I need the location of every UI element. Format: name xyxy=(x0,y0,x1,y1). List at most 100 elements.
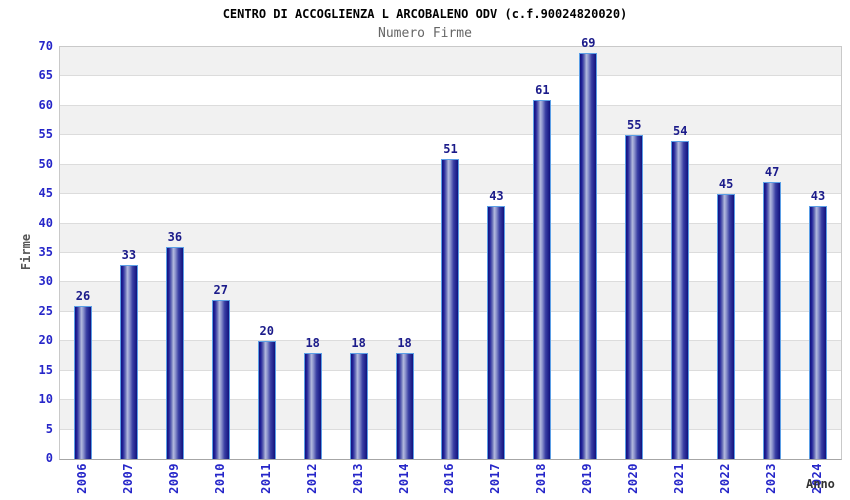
x-tick-label-text: 2007 xyxy=(120,463,135,494)
bar-value-label: 33 xyxy=(121,247,137,262)
x-tick-label-text: 2017 xyxy=(488,463,503,494)
y-tick-label: 60 xyxy=(38,97,53,112)
x-tick-label: 2020 xyxy=(610,463,656,500)
bar-slot: 51 xyxy=(428,47,474,459)
x-tick-label: 2023 xyxy=(748,463,794,500)
bar-slot: 69 xyxy=(565,37,611,459)
bar-slot: 26 xyxy=(60,47,106,459)
x-tick-label-text: 2010 xyxy=(212,463,227,494)
bar xyxy=(487,205,506,459)
y-tick-label: 10 xyxy=(38,392,53,407)
bar xyxy=(211,300,230,459)
y-tick-label: 5 xyxy=(45,421,53,436)
x-tick-label-text: 2006 xyxy=(74,463,89,494)
y-tick-label: 20 xyxy=(38,333,53,348)
y-tick-label: 35 xyxy=(38,245,53,259)
bar-slot: 20 xyxy=(244,47,290,459)
bar-value-label: 54 xyxy=(672,124,688,139)
bar xyxy=(165,247,184,459)
x-tick-label-text: 2023 xyxy=(764,463,779,494)
y-tick-label: 55 xyxy=(38,127,53,142)
y-tick-label: 0 xyxy=(45,451,53,465)
bar xyxy=(671,141,690,459)
bar-slot: 43 xyxy=(473,47,519,459)
bar-slot: 18 xyxy=(290,47,336,459)
bar-slot: 33 xyxy=(106,47,152,459)
x-tick-label-text: 2019 xyxy=(580,463,595,494)
x-tick-label: 2014 xyxy=(381,463,427,500)
x-tick-label: 2016 xyxy=(427,463,473,500)
bar-slot: 54 xyxy=(657,47,703,459)
bar-value-label: 27 xyxy=(213,283,228,298)
bar-slot: 47 xyxy=(749,47,795,459)
bar xyxy=(73,305,92,459)
grid-band xyxy=(60,105,841,136)
x-tick-label-text: 2011 xyxy=(258,463,273,494)
bar-slot: 45 xyxy=(703,47,749,459)
x-tick-label: 2018 xyxy=(518,463,564,500)
bar-value-label: 45 xyxy=(718,177,734,192)
x-tick-label: 2017 xyxy=(472,463,518,500)
bar xyxy=(625,135,644,459)
x-tick-label-text: 2014 xyxy=(396,463,411,494)
x-tick-label-text: 2013 xyxy=(350,463,365,494)
bar-value-label: 43 xyxy=(810,188,826,203)
x-tick-label: 2009 xyxy=(151,463,197,500)
bar-value-label: 69 xyxy=(581,35,596,50)
bar-slot: 18 xyxy=(336,47,382,459)
y-tick-label: 30 xyxy=(38,274,53,289)
bar-value-label: 43 xyxy=(489,188,504,203)
x-tick-label: 2010 xyxy=(197,463,243,500)
bar-value-label: 51 xyxy=(443,141,458,156)
bar xyxy=(119,264,138,459)
x-tick-label-text: 2016 xyxy=(442,463,457,494)
bar xyxy=(257,341,276,459)
y-tick-label: 65 xyxy=(38,68,53,83)
x-tick-label: 2011 xyxy=(243,463,289,500)
bar xyxy=(395,353,414,459)
bar-slot: 43 xyxy=(795,47,841,459)
x-tick-label-text: 2018 xyxy=(534,463,549,494)
bar-value-label: 47 xyxy=(764,165,780,180)
y-tick-label: 15 xyxy=(38,362,53,377)
y-tick-label: 40 xyxy=(38,215,53,230)
bar xyxy=(717,194,736,459)
y-tick-label: 70 xyxy=(38,39,53,53)
bar-value-label: 18 xyxy=(397,336,412,351)
bar-slot: 27 xyxy=(198,47,244,459)
bar-value-label: 18 xyxy=(351,336,366,351)
x-tick-label: 2019 xyxy=(564,463,610,500)
bar xyxy=(303,353,322,459)
bar xyxy=(533,99,552,459)
x-tick-label-text: 2020 xyxy=(626,463,641,494)
bar xyxy=(763,182,782,459)
bar-value-label: 55 xyxy=(627,118,642,133)
grid-band xyxy=(60,47,841,77)
plot-area: 26 33 36 27 20 18 18 18 51 43 61 69 55 54 45 47 43 xyxy=(59,37,842,460)
x-tick-label: 2021 xyxy=(656,463,702,500)
x-tick-label: 2007 xyxy=(105,463,151,500)
bar-slot: 61 xyxy=(519,47,565,459)
x-tick-label-text: 2021 xyxy=(672,463,687,494)
bar-slot: 18 xyxy=(382,47,428,459)
grid-band xyxy=(60,76,841,106)
x-tick-label: 2006 xyxy=(59,463,105,500)
y-tick-label: 45 xyxy=(38,186,53,201)
y-axis-title: Firme xyxy=(19,233,33,271)
bar xyxy=(579,52,598,459)
bar-value-label: 26 xyxy=(75,288,91,303)
bar-value-label: 36 xyxy=(167,230,183,245)
x-tick-label-text: 2009 xyxy=(166,463,181,494)
chart-subtitle: Numero Firme xyxy=(378,26,472,41)
bar xyxy=(349,353,368,459)
bar-slot: 55 xyxy=(611,47,657,459)
x-tick-label-text: 2022 xyxy=(718,463,733,494)
x-axis-title: Anno xyxy=(806,477,835,491)
bar xyxy=(441,158,460,459)
y-tick-label: 50 xyxy=(38,156,53,171)
bar-slot: 36 xyxy=(152,47,198,459)
bar-value-label: 18 xyxy=(305,336,320,351)
bar xyxy=(809,205,828,459)
bar-value-label: 61 xyxy=(535,82,550,97)
